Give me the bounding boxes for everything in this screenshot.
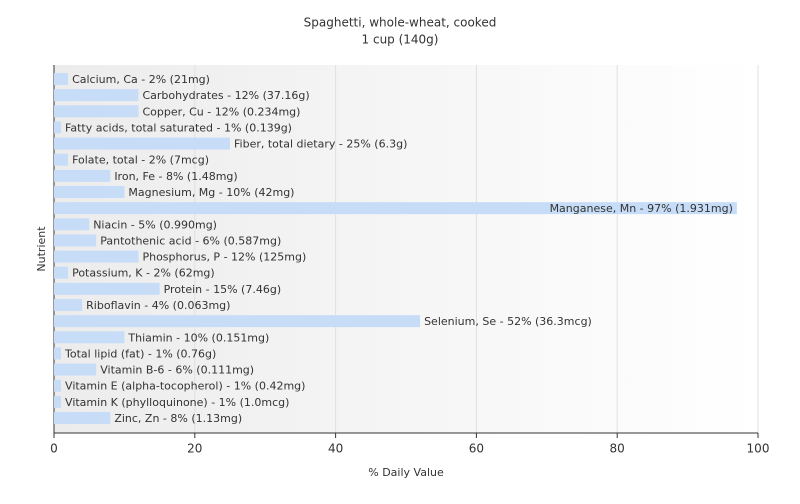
data-label: Potassium, K - 2% (62mg) — [72, 267, 215, 280]
bar — [54, 315, 421, 328]
bar — [54, 412, 111, 424]
data-label: Iron, Fe - 8% (1.48mg) — [114, 170, 237, 183]
bar — [54, 105, 139, 118]
bar — [54, 234, 97, 247]
bar — [54, 379, 62, 392]
bar — [54, 89, 139, 102]
bar — [54, 153, 69, 166]
y-axis-label: Nutrient — [35, 226, 48, 272]
data-label: Protein - 15% (7.46g) — [164, 283, 282, 296]
data-label: Vitamin B-6 - 6% (0.111mg) — [100, 364, 254, 377]
bar — [54, 169, 111, 182]
bar — [54, 218, 90, 231]
data-label: Selenium, Se - 52% (36.3mcg) — [424, 315, 592, 328]
chart-subtitle: 1 cup (140g) — [362, 33, 439, 47]
x-tick-label: 100 — [747, 442, 770, 456]
data-label: Pantothenic acid - 6% (0.587mg) — [100, 234, 281, 247]
bar — [54, 250, 139, 263]
data-label: Folate, total - 2% (7mcg) — [72, 154, 209, 167]
bar — [54, 73, 69, 85]
bar — [54, 266, 69, 279]
data-label: Manganese, Mn - 97% (1.931mg) — [550, 202, 733, 215]
bar — [54, 331, 125, 344]
data-label: Vitamin E (alpha-tocopherol) - 1% (0.42m… — [65, 380, 305, 393]
data-label: Fiber, total dietary - 25% (6.3g) — [234, 138, 407, 151]
bar — [54, 137, 230, 150]
data-label: Total lipid (fat) - 1% (0.76g) — [64, 347, 216, 360]
x-tick-label: 60 — [469, 442, 484, 456]
chart-title: Spaghetti, whole-wheat, cooked — [304, 16, 497, 30]
data-label: Zinc, Zn - 8% (1.13mg) — [114, 412, 242, 425]
bar — [54, 282, 160, 295]
bar — [54, 395, 62, 408]
data-label: Copper, Cu - 12% (0.234mg) — [142, 105, 300, 118]
plot-area — [54, 65, 758, 433]
x-axis-label: % Daily Value — [368, 466, 444, 479]
data-label: Thiamin - 10% (0.151mg) — [127, 331, 269, 344]
bar — [54, 121, 62, 134]
bar — [54, 202, 737, 215]
x-tick-label: 0 — [50, 442, 58, 456]
data-label: Magnesium, Mg - 10% (42mg) — [128, 186, 294, 199]
data-label: Riboflavin - 4% (0.063mg) — [86, 299, 230, 312]
x-tick-label: 80 — [610, 442, 625, 456]
x-tick-label: 40 — [328, 442, 343, 456]
bar — [54, 299, 83, 311]
x-tick-label: 20 — [187, 442, 202, 456]
data-label: Phosphorus, P - 12% (125mg) — [142, 251, 306, 264]
bar — [54, 186, 125, 198]
data-label: Vitamin K (phylloquinone) - 1% (1.0mcg) — [65, 396, 289, 409]
data-label: Carbohydrates - 12% (37.16g) — [142, 89, 309, 102]
data-label: Calcium, Ca - 2% (21mg) — [72, 73, 210, 86]
data-label: Fatty acids, total saturated - 1% (0.139… — [65, 121, 292, 134]
data-label: Niacin - 5% (0.990mg) — [93, 218, 217, 231]
bar — [54, 347, 62, 360]
bar — [54, 363, 97, 376]
